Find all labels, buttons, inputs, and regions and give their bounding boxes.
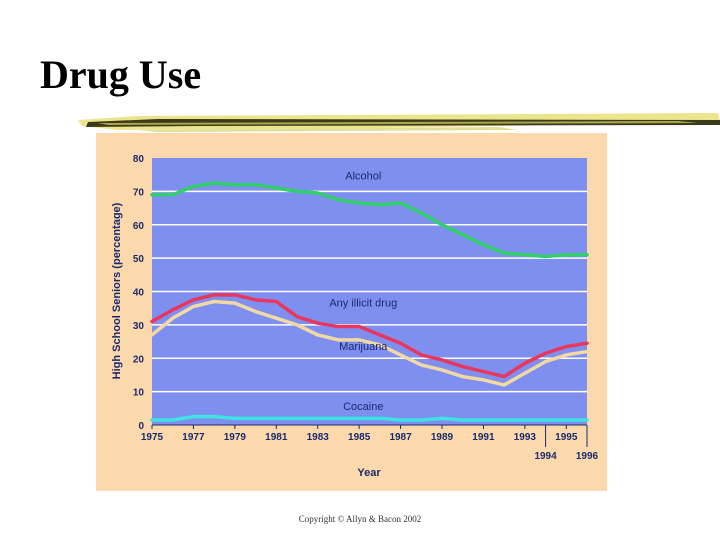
- y-tick-labels: 0 10 20 30 40 50 60 70 80: [133, 154, 145, 432]
- marijuana-series-label: Marijuana: [339, 341, 388, 353]
- chart-panel: Alcohol Any illicit drug Marijuana Cocaine …: [96, 133, 607, 491]
- slide-title: Drug Use: [40, 52, 202, 97]
- alcohol-series-label: Alcohol: [345, 171, 381, 183]
- title-underline-brush: [78, 113, 720, 132]
- x-tick-labels: 1975 1977 1979 1981 1983 1985 1987 1989 1991 1993…: [141, 424, 599, 462]
- y-tick-label: 30: [133, 321, 145, 332]
- series-labels: Alcohol Any illicit drug Marijuana Cocaine: [329, 171, 397, 413]
- y-tick-label: 70: [133, 187, 145, 198]
- alcohol-line: [150, 181, 589, 259]
- series-lines: [150, 181, 589, 422]
- y-tick-label: 50: [133, 254, 145, 265]
- x-tick-label: 1977: [182, 432, 205, 443]
- x-tick-label: 1991: [472, 432, 495, 443]
- y-tick-label: 80: [133, 154, 145, 165]
- x-tick-label: 1989: [431, 432, 454, 443]
- y-tick-label: 20: [133, 354, 145, 365]
- y-tick-label: 60: [133, 221, 145, 232]
- grid-lines: [152, 190, 587, 393]
- cocaine-line: [150, 414, 589, 422]
- marijuana-line: [150, 299, 589, 387]
- x-tick-label: 1995: [555, 432, 578, 443]
- x-tick-label-lower: 1994: [534, 451, 557, 462]
- x-tick-label: 1993: [514, 432, 537, 443]
- y-tick-label: 10: [133, 388, 145, 399]
- x-axis-label: Year: [357, 467, 381, 479]
- x-tick-label: 1985: [348, 432, 371, 443]
- y-tick-label: 40: [133, 288, 145, 299]
- x-tick-label: 1981: [265, 432, 288, 443]
- any-illicit-drug-series-label: Any illicit drug: [329, 298, 397, 310]
- copyright-notice: Copyright © Allyn & Bacon 2002: [298, 514, 422, 524]
- x-tick-label: 1983: [307, 432, 330, 443]
- y-axis-label: High School Seniors (percentage): [111, 202, 123, 379]
- x-tick-label: 1987: [389, 432, 412, 443]
- x-tick-label: 1975: [141, 432, 164, 443]
- x-tick-label-lower: 1996: [576, 451, 599, 462]
- any-illicit-drug-line: [150, 293, 589, 379]
- x-tick-label: 1979: [224, 432, 247, 443]
- y-tick-label: 0: [138, 421, 144, 432]
- cocaine-series-label: Cocaine: [343, 401, 383, 413]
